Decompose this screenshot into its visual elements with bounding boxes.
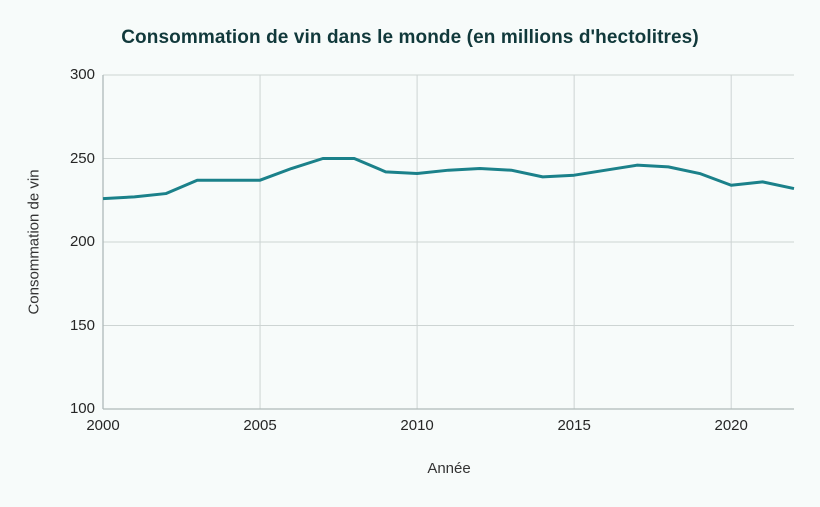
x-tick-label-2000: 2000	[86, 417, 120, 434]
x-tick-label-2015: 2015	[557, 417, 591, 434]
y-tick-label-100: 100	[69, 400, 95, 417]
y-tick-label-300: 300	[69, 66, 95, 83]
data-line-consommation-de-vin	[102, 157, 795, 201]
x-tick-label-2010: 2010	[400, 417, 434, 434]
y-tick-label-250: 250	[69, 149, 95, 167]
chart-title: Consommation de vin dans le monde (en mi…	[121, 27, 699, 48]
x-axis-title: Année	[427, 460, 471, 477]
x-tick-label-2020: 2020	[714, 417, 748, 434]
y-tick-label-150: 150	[69, 316, 95, 334]
y-tick-label-200: 200	[69, 233, 95, 250]
x-tick-label-2005: 2005	[243, 417, 277, 434]
y-axis-title: Consommation de vin	[25, 169, 43, 315]
